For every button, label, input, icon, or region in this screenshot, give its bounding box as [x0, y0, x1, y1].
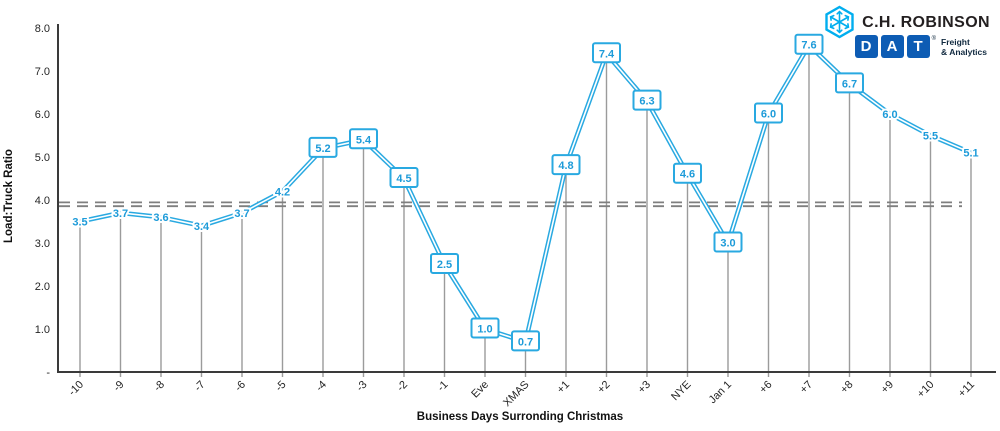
dat-registered-mark: ®: [931, 36, 937, 42]
x-tick-label: -8: [152, 379, 167, 394]
x-tick-label: +7: [798, 379, 815, 396]
data-label-box: [349, 128, 378, 150]
x-tick-label: +6: [757, 379, 774, 396]
x-tick-label: +3: [636, 379, 653, 396]
data-label: 5.5: [923, 131, 938, 143]
y-tick-label: 7.0: [35, 66, 50, 78]
x-tick-labels-layer: -10 -9 -8 -7 -6 -5 -4 -3 -2 -1 Eve XMAS +1 +2 +3 NYE Jan…: [66, 379, 977, 410]
data-label-box: [470, 317, 500, 339]
data-label: 6.0: [882, 109, 897, 121]
data-label-box: [551, 154, 581, 176]
x-tick-label: +2: [595, 379, 612, 396]
x-tick-label: -4: [314, 379, 329, 394]
data-label: 3.0: [720, 238, 735, 250]
data-label: 3.5: [72, 217, 87, 229]
x-tick-label: Eve: [469, 379, 491, 401]
x-tick-label: XMAS: [501, 379, 532, 410]
data-label: 6.3: [639, 96, 654, 108]
data-label: 4.2: [275, 186, 290, 198]
x-tick-label: +9: [879, 379, 896, 396]
x-tick-label: -9: [111, 379, 126, 394]
data-label: 4.6: [680, 169, 695, 181]
y-tick-label: 4.0: [35, 195, 50, 207]
data-label: 5.1: [963, 148, 978, 160]
x-axis-title: Business Days Surronding Christmas: [417, 411, 623, 423]
data-label-box: [308, 136, 338, 158]
drop-lines-layer: [79, 45, 972, 377]
x-tick-label: -6: [233, 379, 248, 394]
x-tick-label: -3: [354, 379, 369, 394]
y-tick-label: -: [46, 367, 50, 379]
data-label: 3.7: [113, 208, 128, 220]
x-tick-label: -10: [66, 379, 86, 399]
data-label: 7.6: [801, 40, 816, 52]
data-label: 3.6: [153, 212, 168, 224]
data-label: 0.7: [518, 336, 533, 348]
dat-tagline-line1: Freight: [941, 37, 970, 47]
y-tick-label: 6.0: [35, 109, 50, 121]
dat-logo: D A T ® Freight & Analytics: [854, 35, 987, 58]
y-tick-label: 3.0: [35, 238, 50, 250]
data-label: 3.7: [234, 208, 249, 220]
data-label-box: [794, 33, 824, 55]
dat-square-t: T: [906, 35, 930, 58]
x-tick-label: -7: [192, 379, 207, 394]
data-label: 4.5: [396, 173, 411, 185]
data-label: 2.5: [437, 259, 452, 271]
y-tick-label: 2.0: [35, 281, 50, 293]
x-tick-label: -2: [395, 379, 410, 394]
data-label-box: [389, 167, 419, 188]
chr-logo: C.H. ROBINSON: [823, 5, 990, 40]
average-line-layer: [59, 201, 962, 208]
x-tick-label: +10: [915, 379, 937, 401]
x-tick-label: +11: [956, 379, 977, 400]
chr-hexagon-icon: [825, 5, 854, 39]
x-tick-label: -1: [435, 379, 450, 394]
dat-tagline-line2: & Analytics: [941, 46, 987, 57]
data-label-box: [592, 42, 621, 64]
data-label: 3.4: [194, 221, 210, 233]
dat-letter-squares: D A T: [854, 35, 930, 58]
chr-logo-text: C.H. ROBINSON: [862, 13, 990, 31]
x-tick-label: Jan 1: [707, 379, 735, 407]
dat-square-d: D: [854, 35, 878, 58]
dat-tagline: Freight & Analytics: [941, 37, 987, 58]
y-tick-label: 1.0: [35, 324, 50, 336]
x-tick-label: +8: [838, 379, 855, 396]
data-label-box: [673, 162, 702, 184]
data-label: 7.4: [599, 48, 615, 60]
data-label: 1.0: [477, 324, 492, 336]
data-label: 4.8: [558, 160, 573, 172]
data-label-box: [511, 330, 540, 352]
data-label-box: [430, 253, 459, 274]
data-label: 6.0: [761, 109, 776, 121]
data-label: 5.4: [356, 134, 372, 146]
y-axis-title: Load:Truck Ratio: [3, 149, 15, 243]
dat-square-a: A: [880, 35, 904, 58]
data-label: 6.7: [842, 78, 857, 90]
x-tick-label: -5: [273, 379, 288, 394]
y-tick-labels-layer: - 1.0 2.0 3.0 4.0 5.0 6.0 7.0 8.0: [35, 23, 51, 379]
data-label-box: [713, 231, 743, 253]
x-tick-label: NYE: [669, 379, 693, 403]
data-labels-layer: 3.5 3.7 3.6 3.4 3.7 4.2 5.2 5.4 4.5 2.5 1.0 0.7 4.8 7…: [70, 33, 981, 352]
data-label-box: [835, 72, 864, 94]
y-tick-label: 5.0: [35, 152, 50, 164]
y-tick-label: 8.0: [35, 23, 50, 35]
data-label-box: [754, 102, 783, 124]
data-label: 5.2: [315, 143, 330, 155]
x-tick-label: +1: [555, 379, 572, 396]
data-label-box: [632, 89, 662, 111]
